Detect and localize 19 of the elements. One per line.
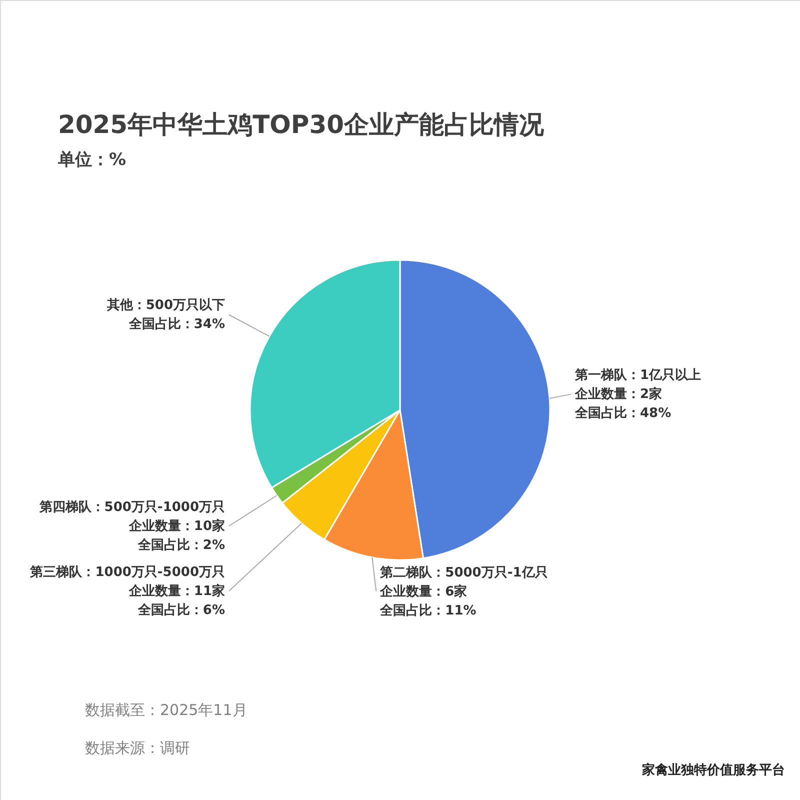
data-label: 全国占比：6% <box>136 603 225 618</box>
text: 数据截至：2025年11月 <box>85 701 248 719</box>
data-label: 全国占比：2% <box>136 538 225 553</box>
text: 企业数量：6家 <box>380 584 468 600</box>
text: 家禽业独特价值服务平台 <box>641 762 785 778</box>
slice-label: 第三梯队：1000万只-5000万只 <box>29 565 225 580</box>
chart-title: 2025年中华土鸡TOP30企业产能占比情况 <box>58 110 545 139</box>
source-note: 数据来源：调研 <box>85 739 190 757</box>
data-label: 全国占比：11% <box>379 603 476 618</box>
text: 企业数量：2家 <box>575 387 662 402</box>
chart-subtitle: 单位：% <box>57 150 126 170</box>
slice-label: 第四梯队：500万只-1000万只 <box>38 500 225 515</box>
slice-label: 第一梯队：1亿只以上 <box>574 368 702 384</box>
data-label: 全国占比：34% <box>128 317 225 332</box>
slice-label: 其他：500万只以下 <box>106 298 225 314</box>
text: 企业数量：10家 <box>128 519 225 534</box>
slice-label: 第二梯队：5000万只-1亿只 <box>379 565 548 580</box>
text: 企业数量：11家 <box>128 584 225 599</box>
data-label: 全国占比：48% <box>574 406 672 422</box>
